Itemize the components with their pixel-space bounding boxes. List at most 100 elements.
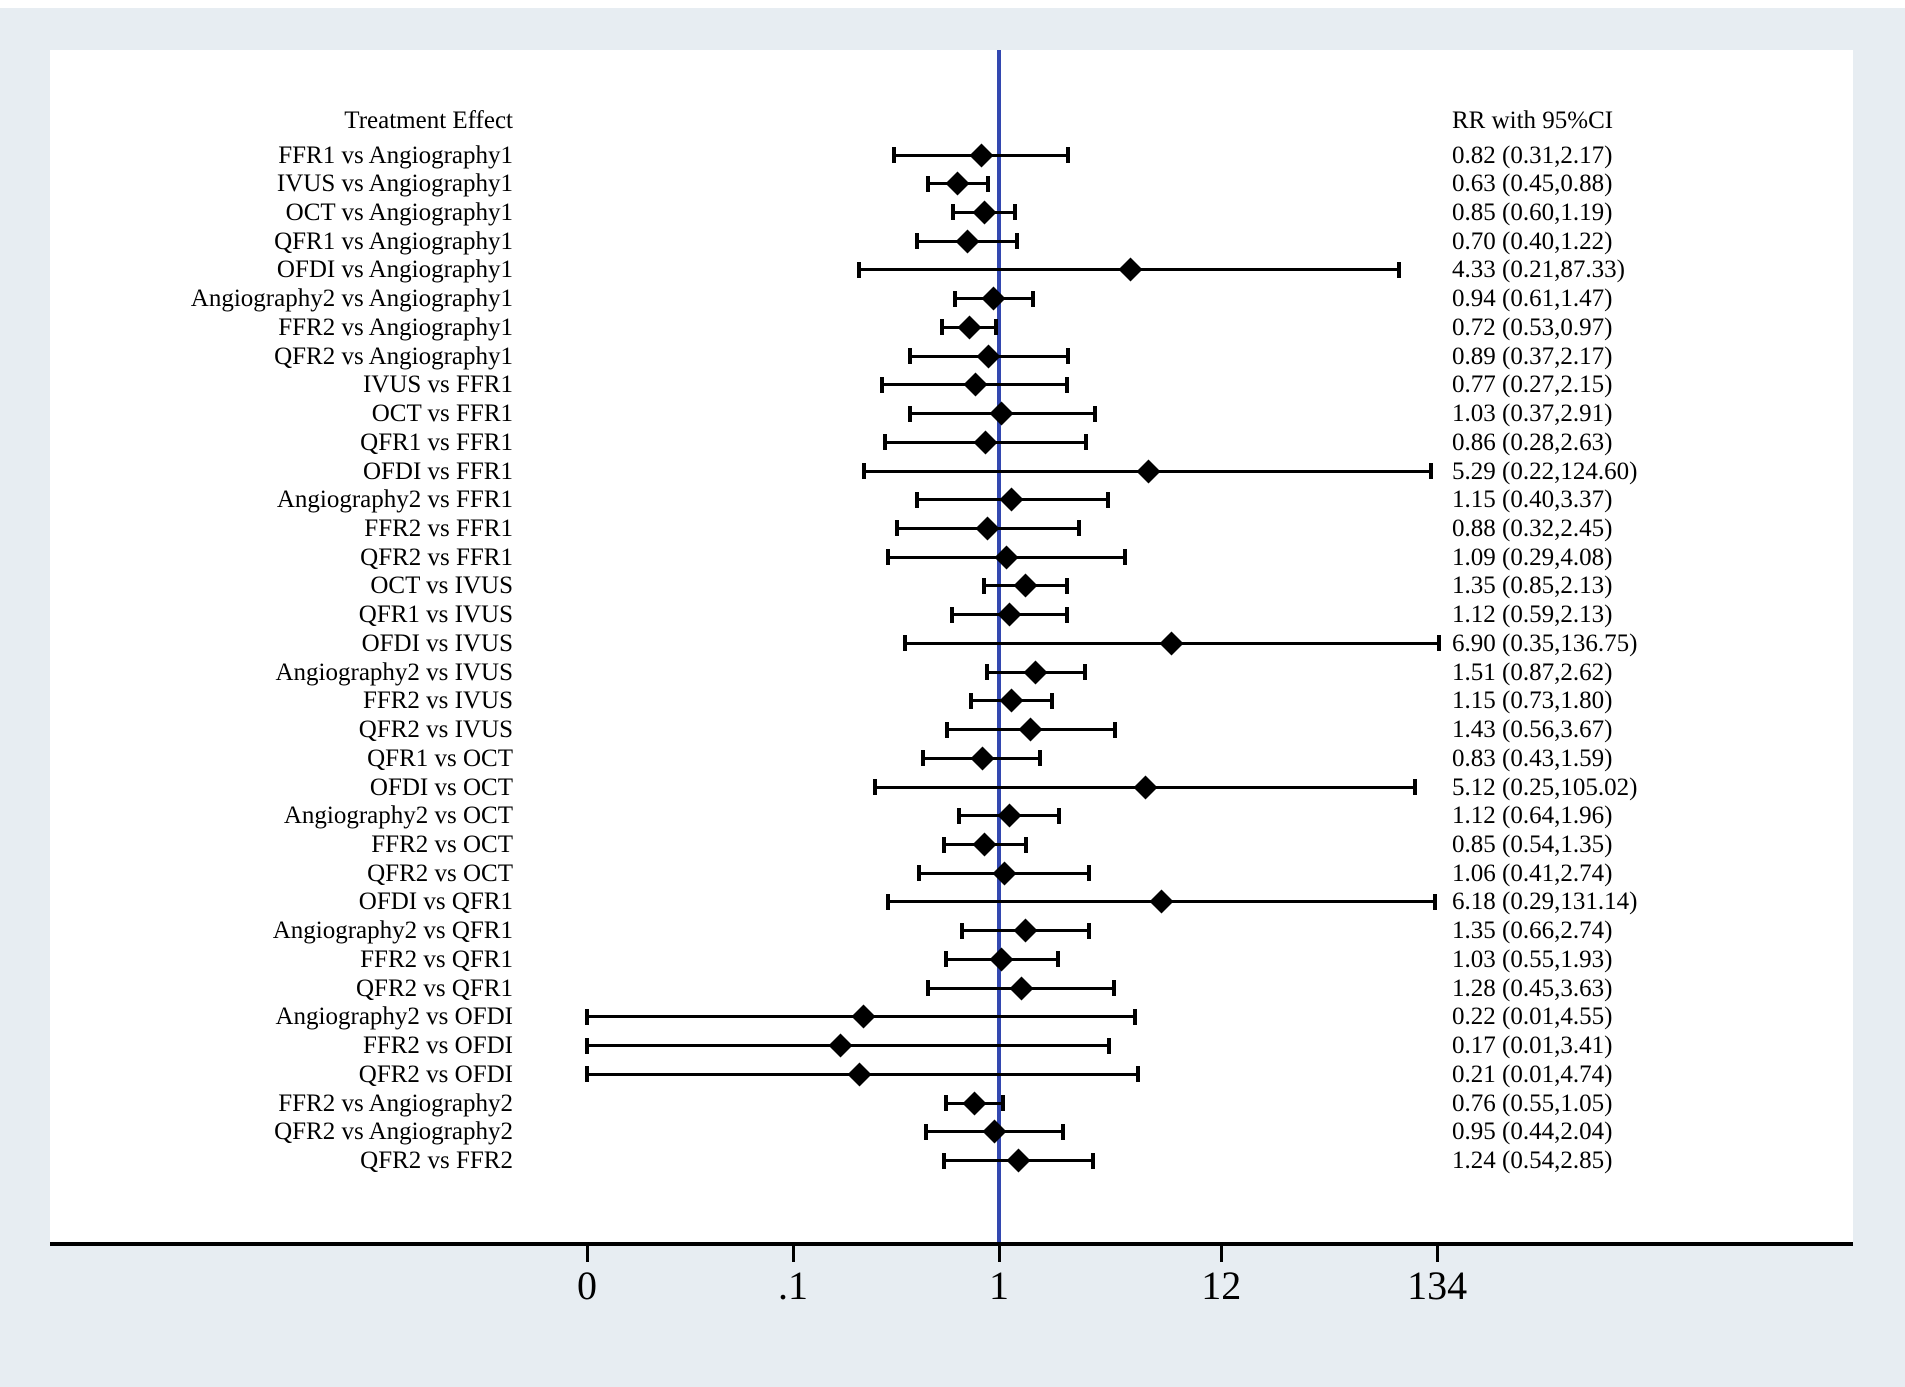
row-label: QFR2 vs FFR2 — [360, 1147, 513, 1175]
ci-cap-left — [861, 463, 866, 480]
ci-cap-right — [1092, 405, 1097, 422]
ci-cap-right — [1014, 233, 1019, 250]
row-value: 1.09 (0.29,4.08) — [1452, 543, 1613, 571]
ci-cap-left — [585, 1037, 589, 1054]
ci-cap-left — [895, 520, 900, 537]
row-value: 1.35 (0.66,2.74) — [1452, 917, 1613, 945]
point-estimate-marker — [992, 861, 1017, 886]
row-value: 4.33 (0.21,87.33) — [1452, 256, 1625, 284]
row-value: 0.85 (0.54,1.35) — [1452, 831, 1613, 859]
row-value: 0.72 (0.53,0.97) — [1452, 313, 1613, 341]
ci-cap-left — [915, 233, 920, 250]
point-estimate-marker — [1149, 889, 1174, 914]
ci-cap-left — [908, 348, 913, 365]
axis-tick — [585, 1246, 589, 1262]
forest-row: QFR1 vs OCT 0.83 (0.43,1.59) — [0, 744, 1905, 773]
ci-cap-left — [879, 376, 884, 393]
row-value: 0.76 (0.55,1.05) — [1452, 1089, 1613, 1117]
point-estimate-marker — [973, 430, 998, 455]
row-label: QFR1 vs OCT — [367, 744, 513, 772]
row-label: FFR2 vs FFR1 — [364, 514, 513, 542]
ci-cap-left — [984, 664, 989, 681]
axis-tick — [1219, 1246, 1223, 1262]
ci-cap-left — [941, 836, 946, 853]
point-estimate-marker — [828, 1033, 853, 1058]
row-label: OCT vs FFR1 — [371, 400, 513, 428]
forest-row: QFR1 vs Angiography1 0.70 (0.40,1.22) — [0, 227, 1905, 256]
point-estimate-marker — [963, 372, 988, 397]
point-estimate-marker — [997, 803, 1022, 828]
point-estimate-marker — [1018, 717, 1044, 742]
ci-cap-right — [1122, 549, 1127, 566]
axis-tick-label: 12 — [1201, 1263, 1242, 1308]
row-label: Angiography2 vs QFR1 — [272, 917, 513, 945]
forest-row: OCT vs Angiography1 0.85 (0.60,1.19) — [0, 198, 1905, 227]
ci-cap-right — [1437, 635, 1441, 652]
row-value: 0.82 (0.31,2.17) — [1452, 141, 1613, 169]
ci-cap-left — [957, 807, 962, 824]
forest-row: FFR2 vs QFR1 1.03 (0.55,1.93) — [0, 945, 1905, 974]
row-label: FFR2 vs Angiography1 — [278, 313, 513, 341]
axis-tick — [1435, 1246, 1439, 1262]
ci-cap-left — [949, 606, 954, 623]
row-label: OFDI vs QFR1 — [358, 888, 513, 916]
forest-row: QFR2 vs FFR2 1.24 (0.54,2.85) — [0, 1146, 1905, 1175]
row-label: QFR2 vs Angiography1 — [274, 342, 513, 370]
ci-cap-left — [872, 779, 877, 796]
row-label: IVUS vs Angiography1 — [276, 170, 513, 198]
row-label: Angiography2 vs IVUS — [275, 658, 514, 686]
row-value: 0.70 (0.40,1.22) — [1452, 227, 1613, 255]
point-estimate-marker — [962, 1091, 987, 1116]
ci-cap-right — [1049, 692, 1054, 709]
row-label: QFR2 vs OFDI — [358, 1060, 513, 1088]
point-estimate-marker — [1009, 976, 1034, 1001]
point-estimate-marker — [999, 487, 1024, 512]
forest-row: QFR2 vs IVUS 1.43 (0.56,3.67) — [0, 715, 1905, 744]
forest-row: FFR2 vs Angiography1 0.72 (0.53,0.97) — [0, 313, 1905, 342]
point-estimate-marker — [981, 286, 1006, 311]
forest-row: QFR2 vs Angiography2 0.95 (0.44,2.04) — [0, 1117, 1905, 1146]
ci-cap-left — [925, 175, 930, 192]
row-label: QFR1 vs Angiography1 — [274, 227, 513, 255]
forest-row: QFR2 vs OFDI 0.21 (0.01,4.74) — [0, 1060, 1905, 1089]
point-estimate-marker — [972, 832, 997, 857]
row-label: OFDI vs Angiography1 — [276, 256, 513, 284]
forest-row: FFR2 vs OCT 0.85 (0.54,1.35) — [0, 830, 1905, 859]
ci-cap-right — [1105, 491, 1110, 508]
forest-row: Angiography2 vs OFDI 0.22 (0.01,4.55) — [0, 1002, 1905, 1031]
forest-row: QFR2 vs FFR1 1.09 (0.29,4.08) — [0, 543, 1905, 572]
ci-cap-left — [585, 1066, 589, 1083]
ci-cap-right — [1083, 434, 1088, 451]
point-estimate-marker — [994, 545, 1019, 570]
ci-cap-right — [1023, 836, 1028, 853]
row-value: 1.24 (0.54,2.85) — [1452, 1147, 1613, 1175]
point-estimate-marker — [989, 401, 1014, 426]
ci-cap-right — [1038, 750, 1043, 767]
forest-row: FFR2 vs IVUS 1.15 (0.73,1.80) — [0, 686, 1905, 715]
row-value: 0.88 (0.32,2.45) — [1452, 514, 1613, 542]
row-value: 1.12 (0.64,1.96) — [1452, 802, 1613, 830]
x-axis-line — [50, 1242, 1853, 1246]
row-value: 0.21 (0.01,4.74) — [1452, 1060, 1613, 1088]
ci-cap-left — [923, 1123, 928, 1140]
ci-cap-right — [1132, 1008, 1137, 1025]
row-label: QFR2 vs OCT — [367, 859, 513, 887]
forest-row: QFR2 vs Angiography1 0.89 (0.37,2.17) — [0, 342, 1905, 371]
point-estimate-marker — [989, 947, 1014, 972]
ci-cap-right — [1083, 664, 1088, 681]
ci-cap-right — [1428, 463, 1433, 480]
axis-tick — [997, 1246, 1001, 1262]
point-estimate-marker — [957, 315, 982, 340]
row-value: 0.77 (0.27,2.15) — [1452, 371, 1613, 399]
row-value: 0.85 (0.60,1.19) — [1452, 198, 1613, 226]
axis-tick-label: .1 — [778, 1263, 808, 1308]
row-value: 5.12 (0.25,105.02) — [1452, 773, 1638, 801]
row-label: OFDI vs OCT — [369, 773, 513, 801]
forest-row: OFDI vs FFR1 5.29 (0.22,124.60) — [0, 457, 1905, 486]
forest-row: FFR1 vs Angiography1 0.82 (0.31,2.17) — [0, 141, 1905, 170]
point-estimate-marker — [1118, 257, 1143, 282]
axis-tick-label: 1 — [989, 1263, 1009, 1308]
forest-row: Angiography2 vs QFR1 1.35 (0.66,2.74) — [0, 916, 1905, 945]
row-label: QFR2 vs IVUS — [358, 716, 513, 744]
